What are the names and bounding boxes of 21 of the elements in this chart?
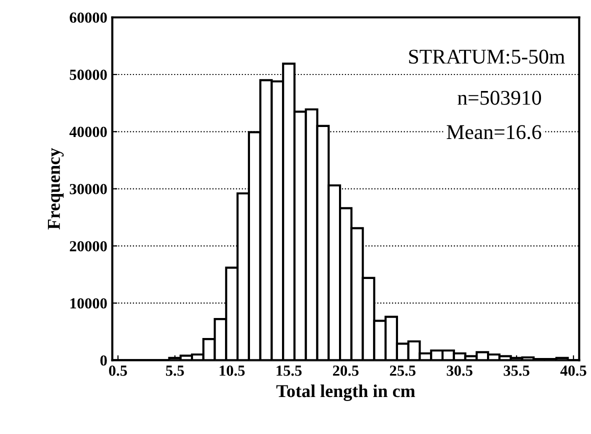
y-tick-label: 20000 xyxy=(70,241,107,252)
y-axis-title: Frequency xyxy=(48,148,64,230)
x-tick-label: 15.5 xyxy=(276,366,302,376)
x-tick-label: 5.5 xyxy=(166,366,184,376)
y-tick-label: 10000 xyxy=(70,298,107,309)
annotation: n=503910 xyxy=(458,90,542,105)
annotation: STRATUM:5-50m xyxy=(409,50,565,64)
y-tick-label: 50000 xyxy=(70,70,107,80)
x-axis-title: Total length in cm xyxy=(276,384,416,402)
x-tick-label: 35.5 xyxy=(504,366,530,376)
x-tick-label: 40.5 xyxy=(560,366,586,376)
x-tick-label: 30.5 xyxy=(446,366,472,376)
y-tick-label: 60000 xyxy=(70,12,107,23)
y-tick-label: 40000 xyxy=(69,126,107,138)
x-tick-label: 0.5 xyxy=(109,366,127,376)
y-tick-label: 30000 xyxy=(70,184,107,194)
annotation: Mean=16.6 xyxy=(446,125,542,140)
y-tick-label: 0 xyxy=(100,355,107,366)
x-tick-label: 25.5 xyxy=(390,366,416,376)
x-tick-label: 10.5 xyxy=(220,366,245,376)
x-tick-label: 20.5 xyxy=(333,366,359,376)
